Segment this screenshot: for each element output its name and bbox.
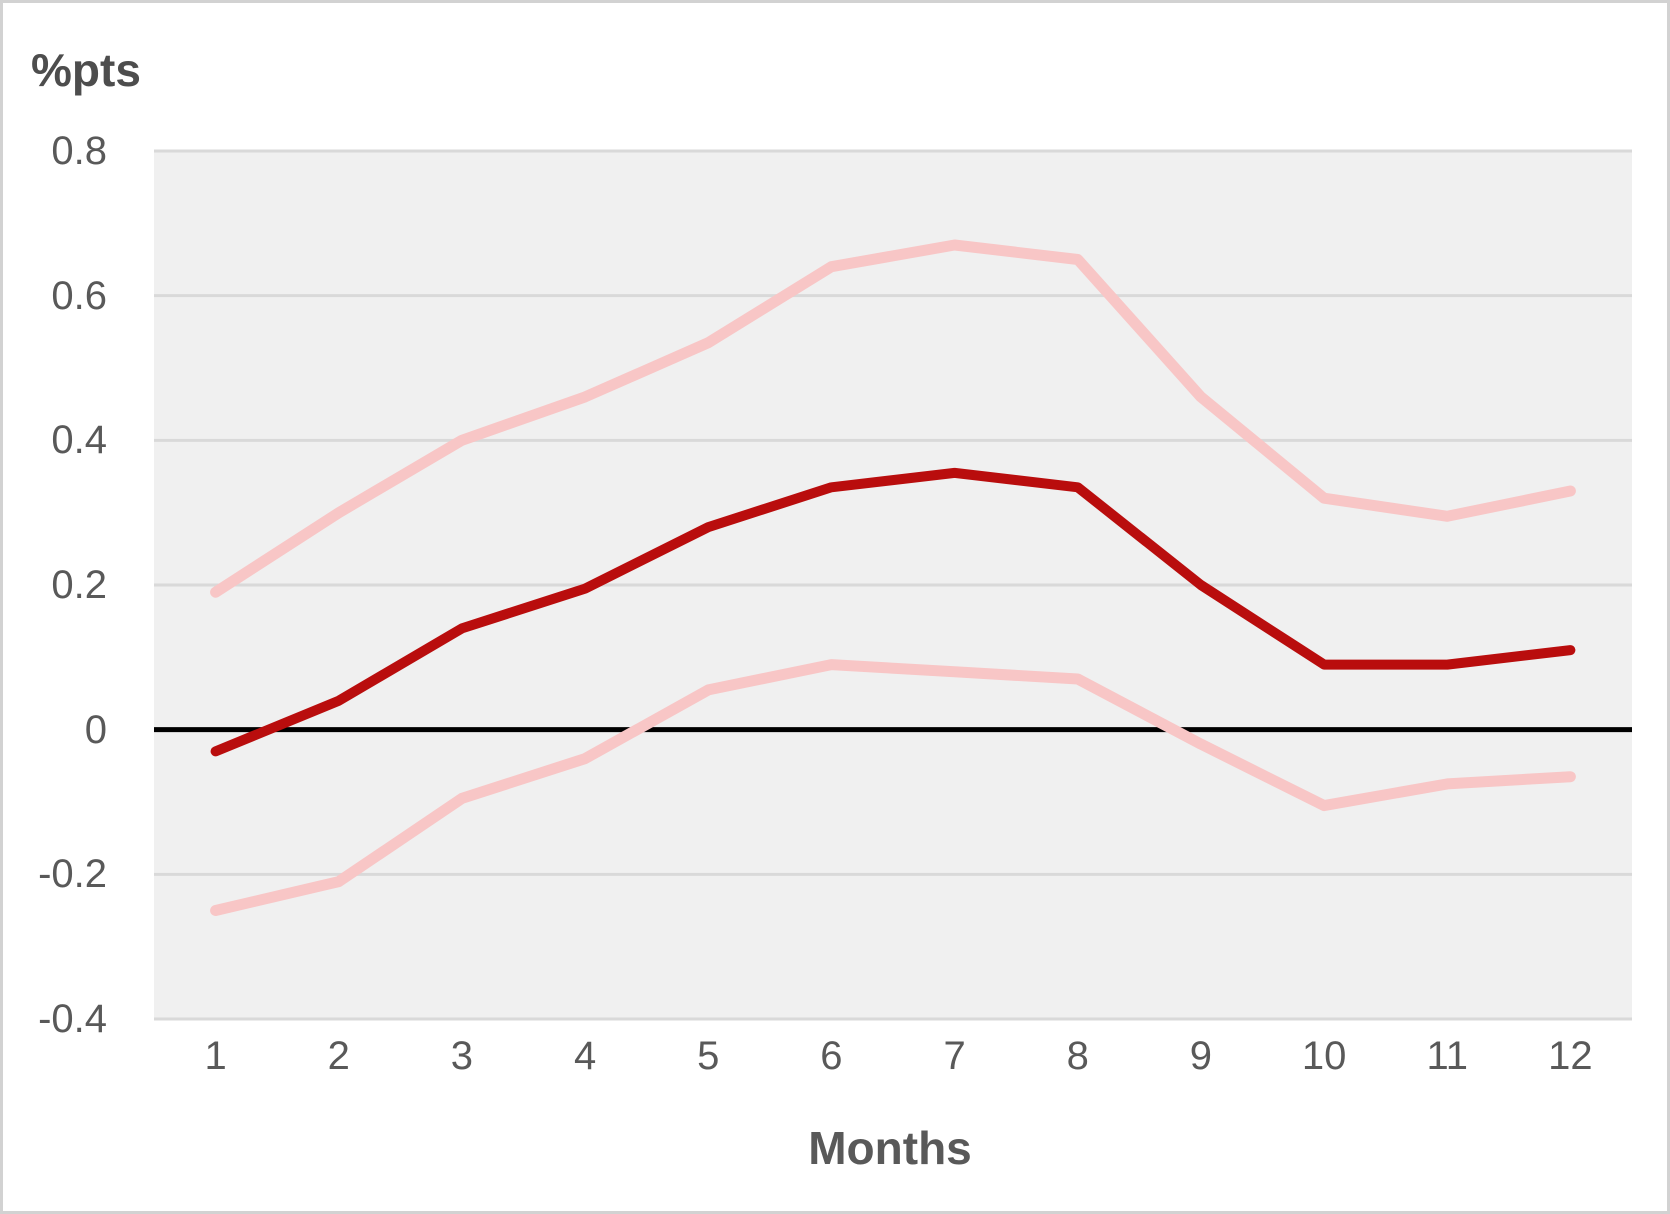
x-tick-label: 4: [573, 1034, 597, 1078]
x-tick-label: 12: [1548, 1034, 1593, 1078]
x-tick-label: 7: [943, 1034, 966, 1078]
x-tick-label: 2: [327, 1034, 350, 1078]
series-lower-band-line: [210, 659, 1576, 916]
y-tick-label: -0.4: [38, 997, 107, 1041]
y-tick-label: 0.4: [51, 418, 107, 463]
x-tick-label: 8: [1066, 1034, 1089, 1078]
x-tick-label: 3: [450, 1034, 474, 1078]
plot-area: [154, 149, 1632, 1021]
x-tick-label: 1: [204, 1034, 227, 1078]
x-tick-label: 5: [697, 1034, 720, 1078]
x-tick-label: 9: [1189, 1034, 1213, 1078]
y-tick-label: 0.8: [51, 129, 107, 173]
x-tick-label: 10: [1301, 1034, 1347, 1078]
y-tick-label: 0: [84, 707, 107, 752]
y-tick-label: 0.6: [51, 273, 107, 318]
x-tick-label: 6: [820, 1034, 843, 1078]
y-tick-label: -0.2: [38, 852, 107, 897]
series-central-estimate-line: [210, 467, 1576, 757]
series-upper-band-line: [210, 239, 1576, 598]
y-axis-title: %pts: [31, 44, 141, 96]
y-tick-label: 0.2: [51, 563, 107, 607]
x-tick-label: 11: [1426, 1034, 1468, 1078]
x-axis-title: Months: [808, 1122, 972, 1174]
